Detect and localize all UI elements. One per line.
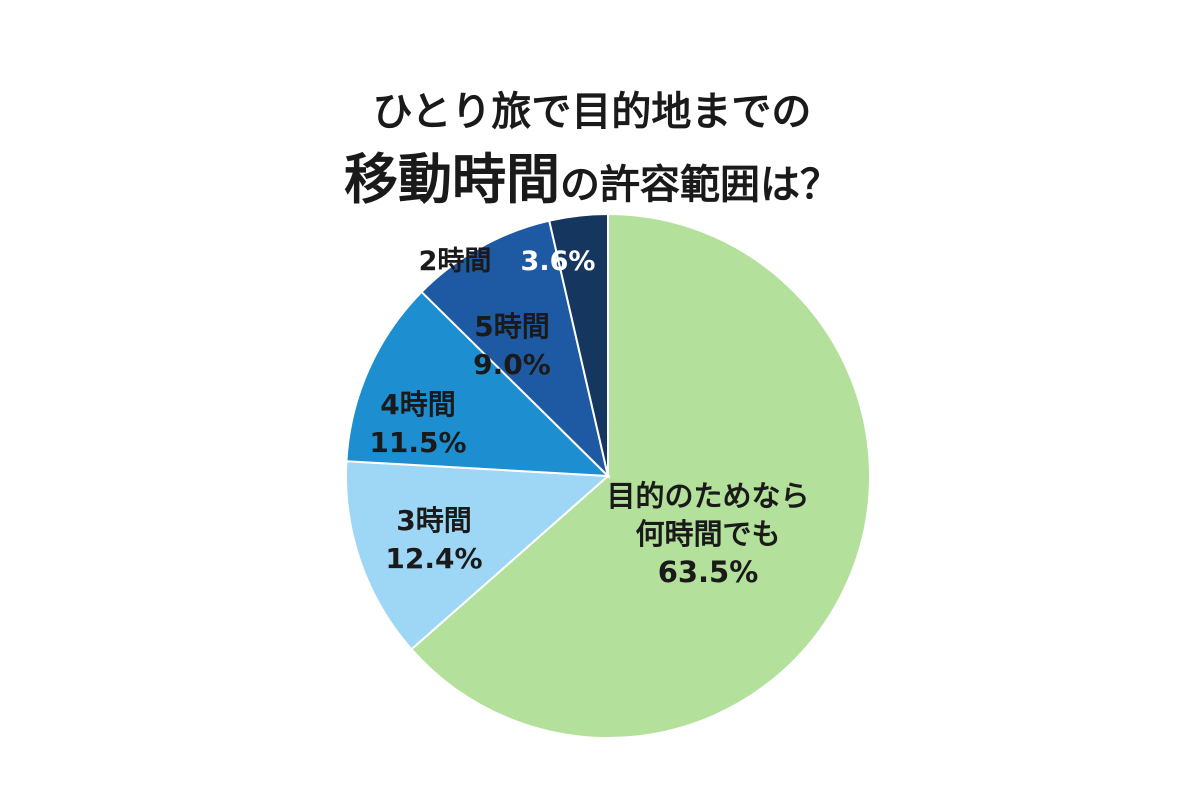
- chart-title-line1: ひとり旅で目的地までの: [373, 89, 812, 135]
- pie-slice: [420, 219, 610, 480]
- pie-slices: [345, 212, 871, 739]
- chart-title-emphasis: 移動時間: [344, 148, 560, 211]
- slice-label: 目的のためなら: [606, 479, 809, 513]
- slice-value-label: 12.4%: [385, 542, 482, 575]
- slice-label: 2時間: [419, 246, 492, 277]
- pie-slice: [548, 212, 609, 477]
- slice-label: 3時間: [396, 504, 471, 537]
- slice-label: 5時間: [474, 310, 549, 343]
- chart-title-rest: の許容範囲は？: [560, 162, 840, 208]
- slice-label: 4時間: [380, 388, 455, 421]
- slice-label: 何時間でも: [635, 517, 780, 551]
- slice-value-label: 11.5%: [369, 426, 466, 459]
- slice-value-label: 63.5%: [658, 555, 759, 589]
- slice-value-label: 9.0%: [473, 348, 551, 381]
- pie-slice: [345, 290, 611, 478]
- pie-slice: [345, 460, 611, 651]
- chart-title-line2: 移動時間の許容範囲は？: [344, 148, 840, 211]
- slice-value-label: 3.6%: [521, 246, 596, 277]
- pie-slice: [410, 212, 871, 739]
